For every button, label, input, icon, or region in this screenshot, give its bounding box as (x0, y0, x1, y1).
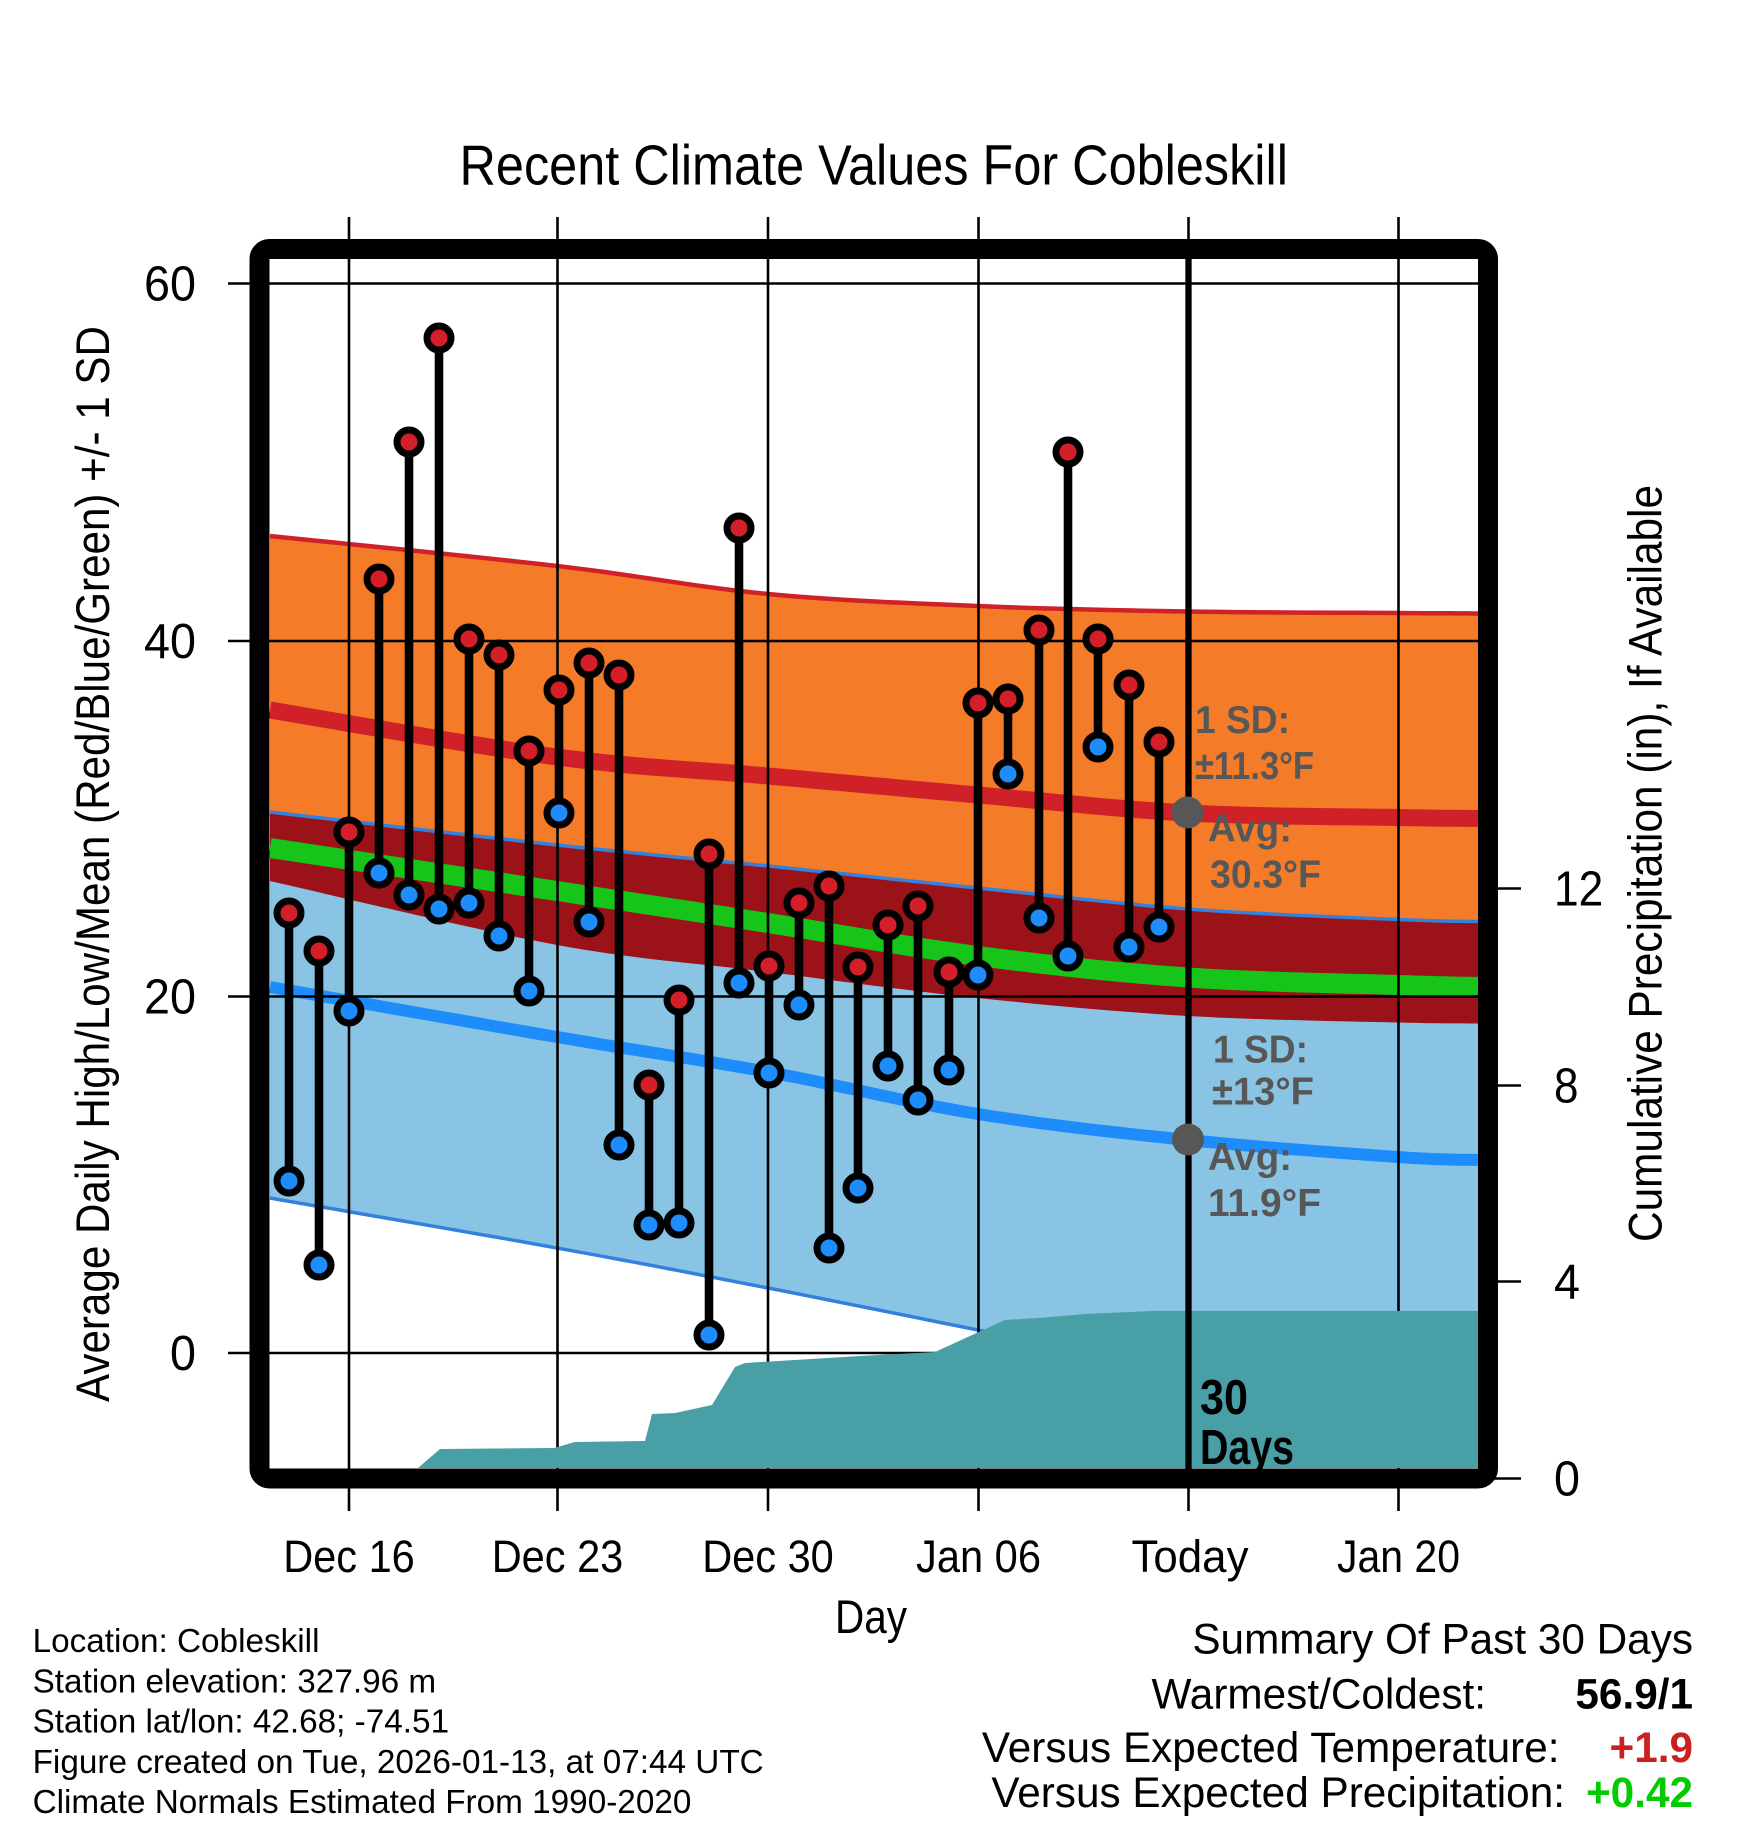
svg-text:Today: Today (1132, 1531, 1249, 1582)
svg-text:+0.42: +0.42 (1586, 1769, 1693, 1816)
svg-text:Warmest/Coldest:: Warmest/Coldest: (1151, 1671, 1486, 1718)
svg-text:Versus Expected Precipitation:: Versus Expected Precipitation: (991, 1769, 1565, 1816)
svg-text:Climate Normals Estimated From: Climate Normals Estimated From 1990-2020 (33, 1784, 692, 1821)
svg-text:Cumulative Precipitation (in),: Cumulative Precipitation (in), If Availa… (1619, 485, 1672, 1242)
svg-text:56.9/1: 56.9/1 (1575, 1671, 1693, 1718)
svg-text:20: 20 (144, 971, 196, 1025)
svg-text:Jan 20: Jan 20 (1337, 1531, 1460, 1582)
svg-text:±11.3°F: ±11.3°F (1195, 745, 1314, 788)
svg-text:Recent Climate Values For Cobl: Recent Climate Values For Cobleskill (460, 134, 1288, 198)
svg-text:Jan 06: Jan 06 (916, 1531, 1041, 1582)
svg-text:Summary Of Past 30 Days: Summary Of Past 30 Days (1192, 1616, 1693, 1663)
svg-text:8: 8 (1554, 1060, 1579, 1114)
svg-text:Location: Cobleskill: Location: Cobleskill (33, 1623, 320, 1660)
svg-text:60: 60 (144, 258, 196, 312)
svg-text:Dec 16: Dec 16 (283, 1531, 415, 1582)
svg-text:0: 0 (170, 1327, 196, 1381)
svg-text:Day: Day (835, 1590, 907, 1643)
svg-text:Average Daily High/Low/Mean (R: Average Daily High/Low/Mean (Red/Blue/Gr… (66, 326, 119, 1402)
svg-text:Station elevation: 327.96 m: Station elevation: 327.96 m (33, 1663, 437, 1700)
svg-text:Days: Days (1200, 1420, 1294, 1475)
svg-text:+1.9: +1.9 (1610, 1724, 1694, 1771)
svg-text:4: 4 (1554, 1256, 1580, 1310)
svg-text:Dec 30: Dec 30 (702, 1531, 834, 1582)
svg-text:1 SD:: 1 SD: (1213, 1029, 1308, 1072)
svg-text:Station lat/lon: 42.68; -74.51: Station lat/lon: 42.68; -74.51 (33, 1704, 450, 1741)
svg-text:40: 40 (144, 615, 196, 669)
svg-text:1 SD:: 1 SD: (1195, 699, 1290, 742)
svg-text:11.9°F: 11.9°F (1208, 1182, 1321, 1225)
svg-text:Figure created on Tue, 2026-01: Figure created on Tue, 2026-01-13, at 07… (33, 1744, 764, 1781)
svg-text:12: 12 (1554, 863, 1603, 917)
svg-text:±13°F: ±13°F (1212, 1071, 1314, 1114)
svg-text:30.3°F: 30.3°F (1210, 854, 1321, 897)
svg-text:Versus Expected Temperature:: Versus Expected Temperature: (982, 1724, 1560, 1771)
svg-text:Avg:: Avg: (1208, 808, 1292, 851)
svg-text:Dec 23: Dec 23 (492, 1531, 624, 1582)
svg-text:30: 30 (1200, 1370, 1248, 1425)
svg-text:Avg:: Avg: (1208, 1136, 1292, 1179)
svg-text:0: 0 (1554, 1453, 1580, 1507)
